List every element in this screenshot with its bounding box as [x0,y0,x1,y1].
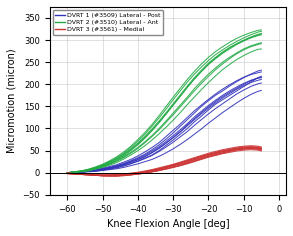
Y-axis label: Micromotion (micron): Micromotion (micron) [7,49,17,153]
X-axis label: Knee Flexion Angle [deg]: Knee Flexion Angle [deg] [107,219,229,229]
Legend: DVRT 1 (#3509) Lateral - Post, DVRT 2 (#3510) Lateral - Ant, DVRT 3 (#3561) - Me: DVRT 1 (#3509) Lateral - Post, DVRT 2 (#… [53,10,163,35]
